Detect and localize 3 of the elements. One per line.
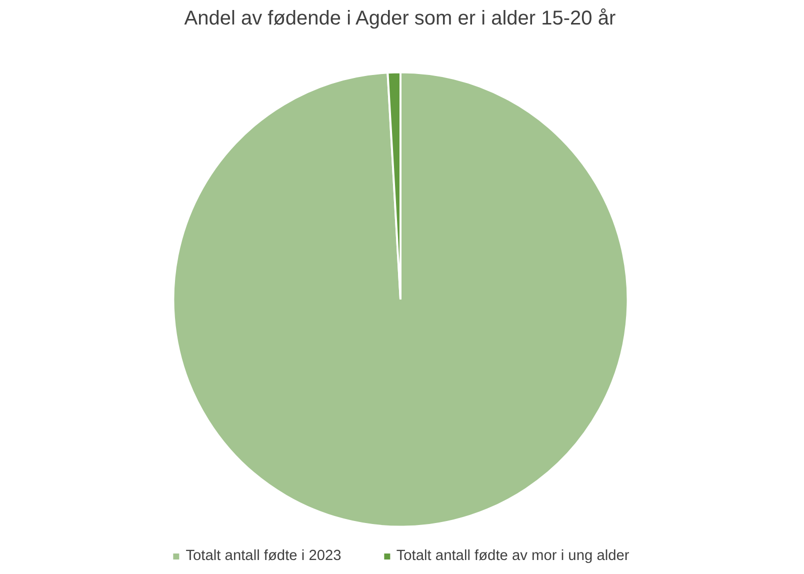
legend-label: Totalt antall fødte av mor i ung alder (396, 548, 630, 564)
chart-title: Andel av fødende i Agder som er i alder 15-20 år (184, 8, 616, 30)
legend-label: Totalt antall fødte i 2023 (186, 548, 342, 564)
